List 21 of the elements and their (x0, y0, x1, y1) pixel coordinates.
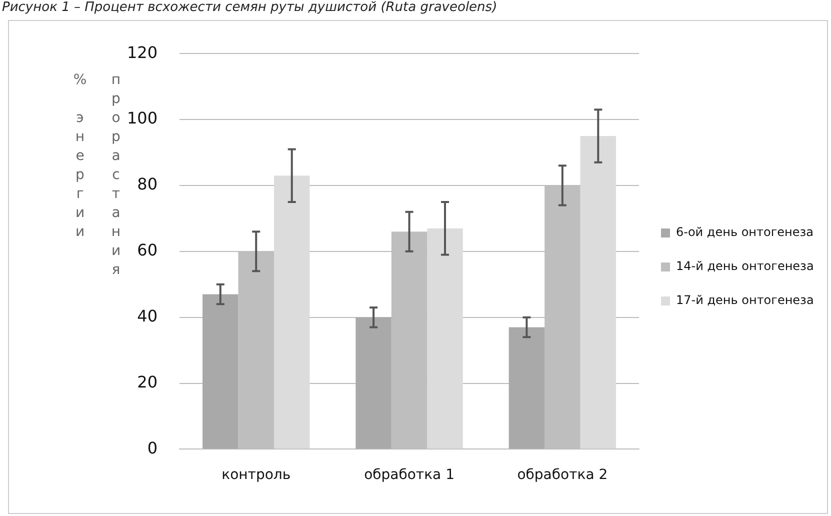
y-tick-label: 20 (137, 372, 158, 392)
chart-title: Рисунок 1 – Процент всхожести семян руты душистой (Ruta graveolens) (2, 0, 498, 15)
bar (508, 327, 545, 449)
text: % энергии прорастания (72, 72, 124, 281)
y-tick-label: 60 (137, 240, 158, 260)
y-tick-label: 100 (126, 108, 158, 128)
legend-label: 17-й день онтогенеза (676, 293, 814, 308)
bar (274, 176, 310, 449)
y-tick-label: 0 (147, 438, 158, 458)
legend-label: 6-ой день онтогенеза (676, 225, 814, 240)
bar (356, 317, 392, 449)
legend-label: 14-й день онтогенеза (676, 259, 814, 274)
y-tick-label: 120 (126, 42, 158, 62)
bar (202, 294, 238, 449)
x-tick-label: обработка 1 (364, 467, 454, 484)
x-tick-label: обработка 2 (517, 467, 608, 484)
y-tick-label: 40 (137, 306, 158, 326)
bar (580, 136, 616, 449)
y-tick-label: 80 (137, 174, 158, 194)
bar (427, 228, 463, 449)
x-tick-label: контроль (222, 467, 291, 484)
